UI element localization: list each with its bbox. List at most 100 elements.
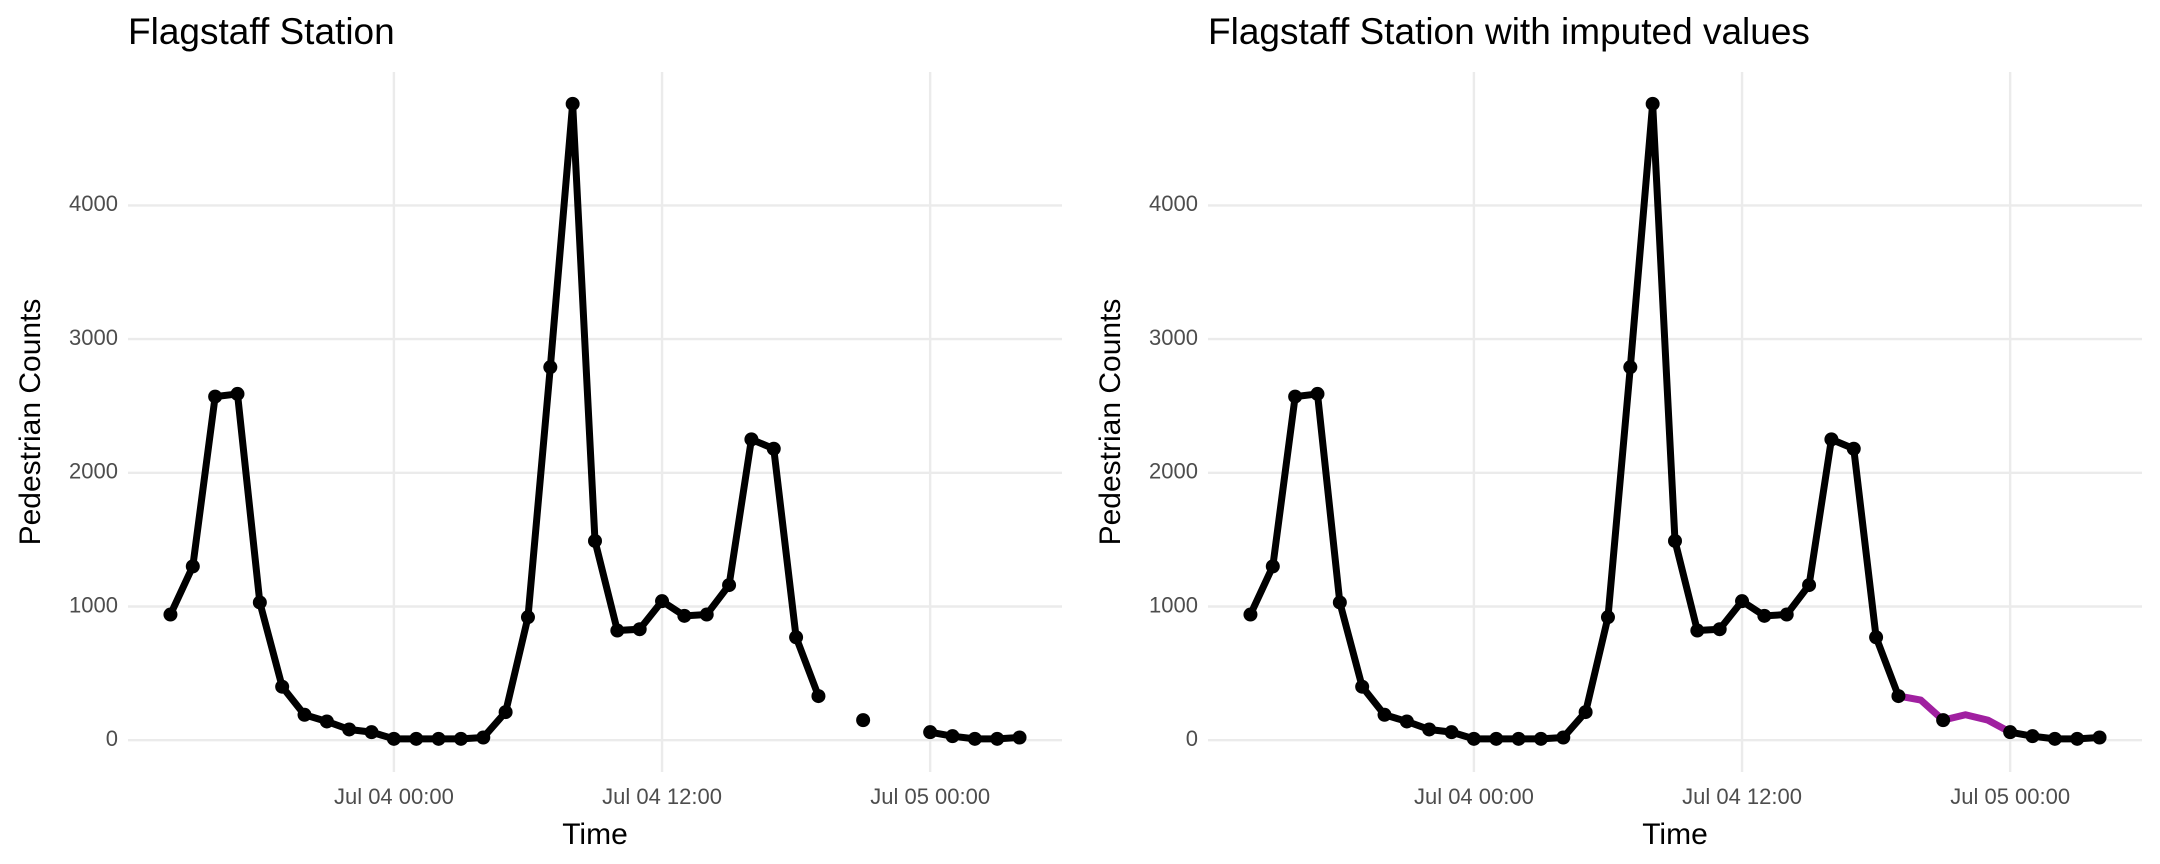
point [1824,432,1839,447]
x-tick-label: Jul 05 00:00 [1950,784,2070,809]
y-tick-label: 2000 [1149,459,1198,484]
y-tick-label: 1000 [69,592,118,617]
point [1757,608,1772,623]
point [1668,533,1682,548]
point [1399,714,1414,729]
point [1712,622,1727,637]
y-tick-label: 0 [1186,726,1198,751]
point [1332,595,1347,610]
y-tick-label: 2000 [69,459,118,484]
point [610,623,625,638]
point [1511,731,1526,746]
point [588,533,602,548]
line-segment [1246,100,1902,743]
point [2047,731,2062,746]
point [1869,630,1884,645]
point [565,96,580,111]
point [1265,559,1280,574]
point [230,386,245,401]
y-tick-label: 1000 [1149,592,1198,617]
y-tick-label: 4000 [69,191,118,216]
point [185,559,200,574]
point [252,595,267,610]
y-tick-label: 4000 [1149,191,1198,216]
line-segment [1894,692,2014,736]
point [1891,689,1906,704]
point [498,705,513,720]
point [1936,713,1951,728]
point [543,360,558,375]
x-tick-label: Jul 04 12:00 [602,784,722,809]
point [1600,610,1615,625]
point [319,714,334,729]
point [945,729,960,744]
point [431,731,446,746]
point [364,725,379,740]
point [163,607,178,622]
point [744,432,759,447]
point [766,441,781,456]
point [1310,386,1325,401]
point [1489,731,1504,746]
point [453,731,468,746]
point [722,578,737,593]
point [699,607,714,622]
point [811,689,826,704]
point [275,679,290,694]
line [166,100,822,743]
point [967,731,982,746]
point [2003,725,2018,740]
point [923,725,938,740]
x-axis-title: Time [1642,818,1708,851]
x-tick-label: Jul 05 00:00 [870,784,990,809]
x-tick-label: Jul 04 00:00 [1414,784,1534,809]
x-tick-label: Jul 04 12:00 [1682,784,1802,809]
point [409,731,424,746]
point [1243,607,1258,622]
point [1422,722,1437,737]
point [1645,96,1660,111]
point [789,630,804,645]
point [1012,730,1027,745]
point [1355,679,1370,694]
y-tick-label: 3000 [1149,325,1198,350]
point [342,722,357,737]
point [1533,731,1548,746]
point [990,731,1005,746]
y-axis-title: Pedestrian Counts [1094,299,1127,546]
chart-title: Flagstaff Station [128,11,395,52]
point [1556,730,1571,745]
x-axis-title: Time [562,818,628,851]
point [1288,389,1303,404]
point [677,608,692,623]
point [1779,607,1794,622]
y-axis-title: Pedestrian Counts [14,299,47,546]
panel: Flagstaff Station with imputed values 0 10… [1094,11,2142,851]
point [1377,707,1392,722]
point [856,713,871,728]
y-tick-label: 0 [106,726,118,751]
point [1466,731,1481,746]
point [1690,623,1705,638]
y-tick-label: 3000 [69,325,118,350]
point [476,730,491,745]
point [297,707,312,722]
panel: Flagstaff Station 0 1000 2000 3000 4000 Jul 04… [14,11,1062,851]
point [632,622,647,637]
point [1444,725,1459,740]
point [1735,594,1750,609]
chart-title: Flagstaff Station with imputed values [1208,11,1810,52]
point [386,731,401,746]
point [1623,360,1638,375]
point [2092,730,2107,745]
point [2070,731,2085,746]
point [2025,729,2040,744]
point [520,610,535,625]
point [1802,578,1817,593]
point [1846,441,1861,456]
point [655,594,670,609]
point [1578,705,1593,720]
x-tick-label: Jul 04 00:00 [334,784,454,809]
point [208,389,223,404]
